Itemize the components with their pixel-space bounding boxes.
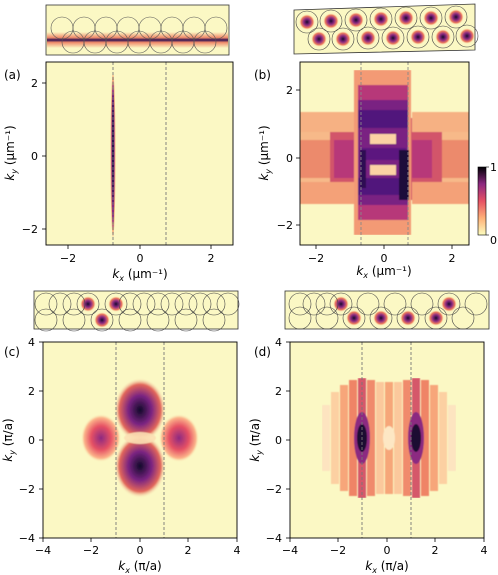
panel-a-ytick: 0 <box>31 150 38 163</box>
colorbar: 1 0 <box>477 161 497 247</box>
colorbar-max-label: 1 <box>490 161 497 174</box>
panel-b-xtick: −2 <box>308 252 324 265</box>
panel-d-xlabel: kx (π/a) <box>365 559 409 575</box>
colorbar-min-label: 0 <box>490 234 497 247</box>
panel-c-ytick: −2 <box>19 483 35 496</box>
panel-c-xtick: −2 <box>83 544 99 557</box>
inset-c <box>33 290 240 332</box>
panel-d-ytick: −2 <box>266 483 282 496</box>
panel-c-xtick: 4 <box>234 544 241 557</box>
panel-d-label: (d) <box>254 345 271 359</box>
panel-d-ytick: 4 <box>275 336 282 349</box>
panel-b-label: (b) <box>254 68 271 82</box>
panel-c-xtick: −4 <box>35 544 51 557</box>
panel-a: (a) −2 0 2 2 0 −2 kx (µm⁻¹) ky (µm⁻¹) <box>3 61 234 283</box>
panel-a-xlabel: kx (µm⁻¹) <box>112 267 167 283</box>
panel-c-xtick: 0 <box>137 544 144 557</box>
panel-d-xtick: −4 <box>282 544 298 557</box>
inset-a <box>45 4 230 56</box>
panel-d-xtick: −2 <box>330 544 346 557</box>
panel-c-ytick: 4 <box>28 336 35 349</box>
panel-c-label: (c) <box>4 345 20 359</box>
panel-c-xlabel: kx (π/a) <box>118 559 162 575</box>
panel-a-xtick: 0 <box>137 252 144 265</box>
inset-d <box>284 290 490 330</box>
panel-b-xtick: 2 <box>449 252 456 265</box>
panel-a-xtick: −2 <box>60 252 76 265</box>
panel-d: (d) −4 −2 0 2 4 4 2 0 −2 −4 kx (π/a) ky … <box>248 336 488 575</box>
panel-c-ylabel: ky (π/a) <box>1 418 17 462</box>
inset-b <box>293 3 479 55</box>
panel-a-ytick: −2 <box>22 223 38 236</box>
panel-b-ytick: −2 <box>277 219 293 232</box>
panel-a-ytick: 2 <box>31 77 38 90</box>
panel-d-ytick: 2 <box>275 385 282 398</box>
panel-d-ylabel: ky (π/a) <box>248 418 264 462</box>
panel-d-ytick: 0 <box>275 434 282 447</box>
panel-b-ytick: 2 <box>286 84 293 97</box>
panel-b-ytick: 0 <box>286 152 293 165</box>
panel-b-xtick: 0 <box>381 252 388 265</box>
panel-c: (c) −4 −2 0 2 4 4 2 0 −2 −4 kx (π/a) ky … <box>1 336 241 575</box>
panel-d-xtick: 0 <box>384 544 391 557</box>
panel-c-ytick: 2 <box>28 385 35 398</box>
panel-c-ytick: 0 <box>28 434 35 447</box>
panel-d-xtick: 4 <box>481 544 488 557</box>
panel-a-label: (a) <box>4 68 21 82</box>
panel-d-xtick: 2 <box>432 544 439 557</box>
panel-d-ytick: −4 <box>266 532 282 545</box>
panel-a-xtick: 2 <box>208 252 215 265</box>
panel-c-ytick: −4 <box>19 532 35 545</box>
panel-b-xlabel: kx (µm⁻¹) <box>356 264 411 280</box>
panel-b-ylabel: ky (µm⁻¹) <box>257 125 273 180</box>
panel-a-ylabel: ky (µm⁻¹) <box>3 125 19 180</box>
panel-c-xtick: 2 <box>185 544 192 557</box>
panel-b: (b) −2 0 2 2 0 −2 kx (µm⁻¹) ky (µm⁻¹) <box>254 61 470 280</box>
